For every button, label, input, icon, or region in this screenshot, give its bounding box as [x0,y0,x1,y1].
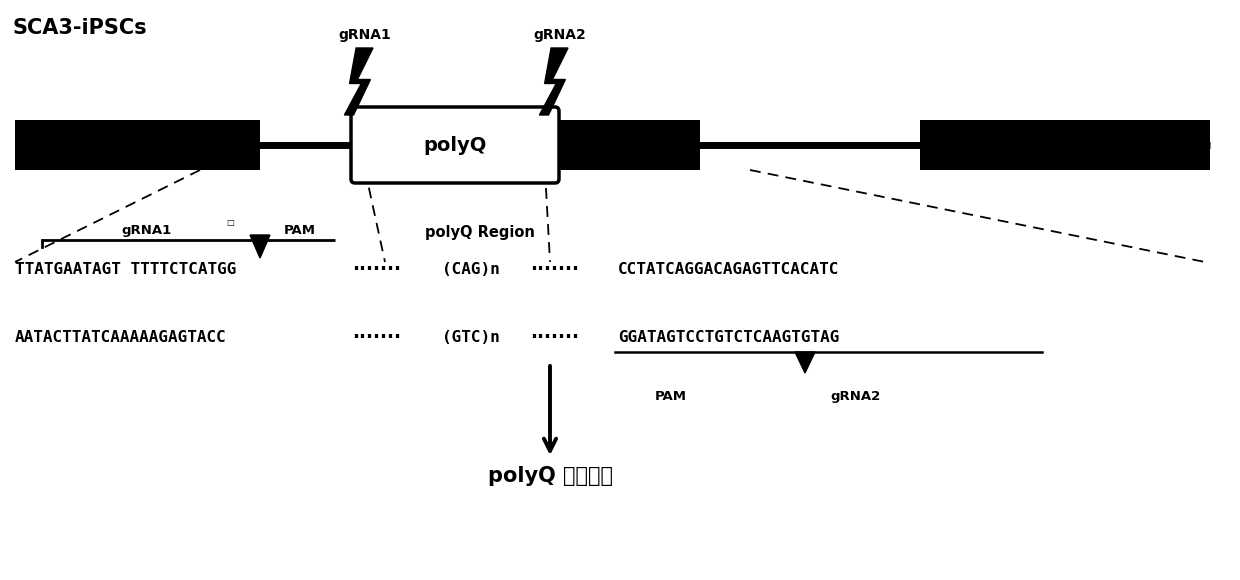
Text: ·······: ······· [352,260,401,280]
Polygon shape [795,352,815,373]
FancyBboxPatch shape [351,107,559,183]
Polygon shape [345,48,373,115]
Polygon shape [539,48,568,115]
Text: ·······: ······· [352,328,401,347]
Text: polyQ: polyQ [423,136,486,154]
Text: polyQ 切割敖除: polyQ 切割敖除 [487,466,613,486]
Bar [15,120,260,170]
Bar [920,120,1210,170]
Text: CCTATCAGGACAGAGTTCACATC: CCTATCAGGACAGAGTTCACATC [618,263,839,277]
Text: gRNA1: gRNA1 [339,28,392,42]
Text: SCA3-iPSCs: SCA3-iPSCs [12,18,146,38]
Text: gRNA1: gRNA1 [122,224,172,237]
Bar [551,120,701,170]
Text: (CAG)n: (CAG)n [441,263,500,277]
Polygon shape [250,235,270,258]
Text: gRNA2: gRNA2 [830,390,880,403]
Text: ·······: ······· [529,328,579,347]
Text: GGATAGTCCTGTCTCAAGTGTAG: GGATAGTCCTGTCTCAAGTGTAG [618,331,839,346]
Text: PAM: PAM [655,390,687,403]
Text: polyQ Region: polyQ Region [425,225,534,240]
Text: TTATGAATAGT TTTTCTCATGG: TTATGAATAGT TTTTCTCATGG [15,263,237,277]
Text: AATACTTATCAAAAAGAGTACC: AATACTTATCAAAAAGAGTACC [15,331,227,346]
Text: (GTC)n: (GTC)n [441,331,500,346]
Text: gRNA2: gRNA2 [533,28,587,42]
Text: ·······: ······· [529,260,579,280]
Text: PAM: PAM [284,224,316,237]
Text: □: □ [226,218,234,227]
